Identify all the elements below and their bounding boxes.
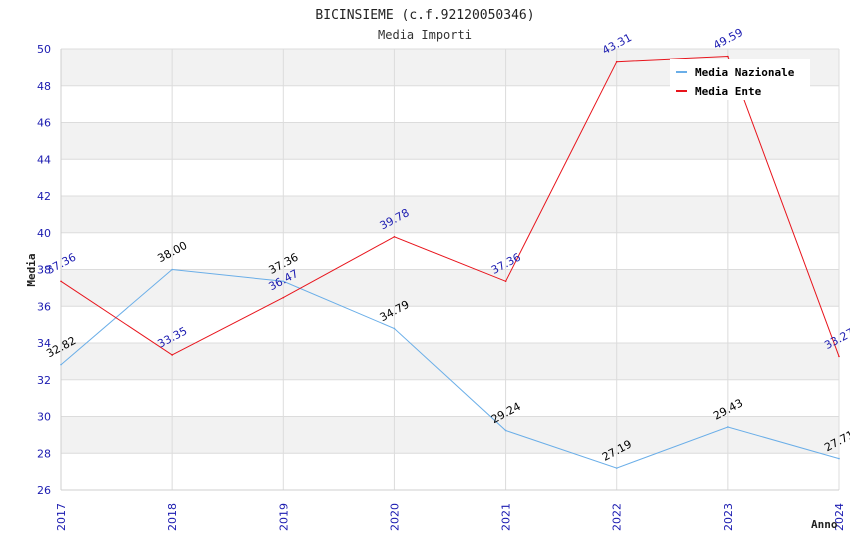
y-tick-label: 46 xyxy=(37,117,51,130)
grid-band xyxy=(61,453,839,490)
grid-band xyxy=(61,416,839,454)
x-axis-ticks: 2017 2018 2019 2020 2021 2022 2023 2024 xyxy=(55,503,846,531)
y-tick-label: 36 xyxy=(37,300,51,313)
data-point xyxy=(615,467,618,469)
data-point xyxy=(282,280,285,283)
data-point xyxy=(838,355,840,358)
legend-label: Media Nazionale xyxy=(695,66,795,79)
data-point xyxy=(727,55,729,58)
y-tick-label: 30 xyxy=(37,411,51,424)
y-tick-label: 32 xyxy=(37,374,51,387)
data-label: 49.59 xyxy=(711,26,745,52)
series-lines xyxy=(60,55,840,469)
y-tick-label: 38 xyxy=(37,264,51,277)
grid-band xyxy=(61,232,839,270)
y-tick-label: 26 xyxy=(37,484,51,497)
y-tick-label: 34 xyxy=(37,337,51,350)
y-tick-label: 44 xyxy=(37,153,51,166)
x-tick-label: 2021 xyxy=(500,503,513,531)
x-tick-label: 2022 xyxy=(611,503,624,531)
series-line-0 xyxy=(60,268,840,469)
grid-band xyxy=(61,122,839,160)
legend-label: Media Ente xyxy=(695,85,762,98)
data-point xyxy=(171,268,173,271)
grid-band xyxy=(61,196,839,233)
data-point xyxy=(60,280,62,283)
data-point xyxy=(393,235,396,238)
x-tick-label: 2018 xyxy=(166,503,179,531)
chart-title: BICINSIEME (c.f.92120050346) xyxy=(315,8,534,23)
grid-band xyxy=(61,343,839,380)
grid-bands xyxy=(61,49,839,490)
grid-band xyxy=(61,159,839,196)
x-tick-label: 2017 xyxy=(55,503,68,531)
x-tick-label: 2020 xyxy=(388,503,401,531)
data-point xyxy=(504,280,507,283)
y-axis-label: Media xyxy=(25,253,38,286)
legend-box xyxy=(670,59,810,100)
y-tick-label: 50 xyxy=(37,43,51,56)
data-point xyxy=(504,429,507,432)
y-tick-label: 40 xyxy=(37,227,51,240)
grid-band xyxy=(61,269,839,307)
x-tick-label: 2023 xyxy=(722,503,735,531)
y-tick-label: 48 xyxy=(37,80,51,93)
legend: Media Nazionale Media Ente xyxy=(670,59,810,100)
data-point xyxy=(60,363,62,366)
x-tick-label: 2019 xyxy=(277,503,290,531)
data-point xyxy=(171,354,173,356)
data-point xyxy=(727,426,729,428)
x-axis-label: Anno xyxy=(811,518,838,531)
data-point xyxy=(282,296,285,299)
x-tick-label: 2024 xyxy=(833,503,846,531)
grid-band xyxy=(61,306,839,343)
grid-band xyxy=(61,379,839,417)
data-point xyxy=(615,60,618,63)
y-tick-label: 42 xyxy=(37,190,51,203)
chart-subtitle: Media Importi xyxy=(378,28,472,42)
data-point xyxy=(393,327,396,330)
series-line-1 xyxy=(60,55,840,357)
y-tick-label: 28 xyxy=(37,447,51,460)
data-point xyxy=(838,457,840,460)
y-axis-ticks: 26 28 30 32 34 36 38 40 42 44 46 48 50 xyxy=(37,43,51,497)
